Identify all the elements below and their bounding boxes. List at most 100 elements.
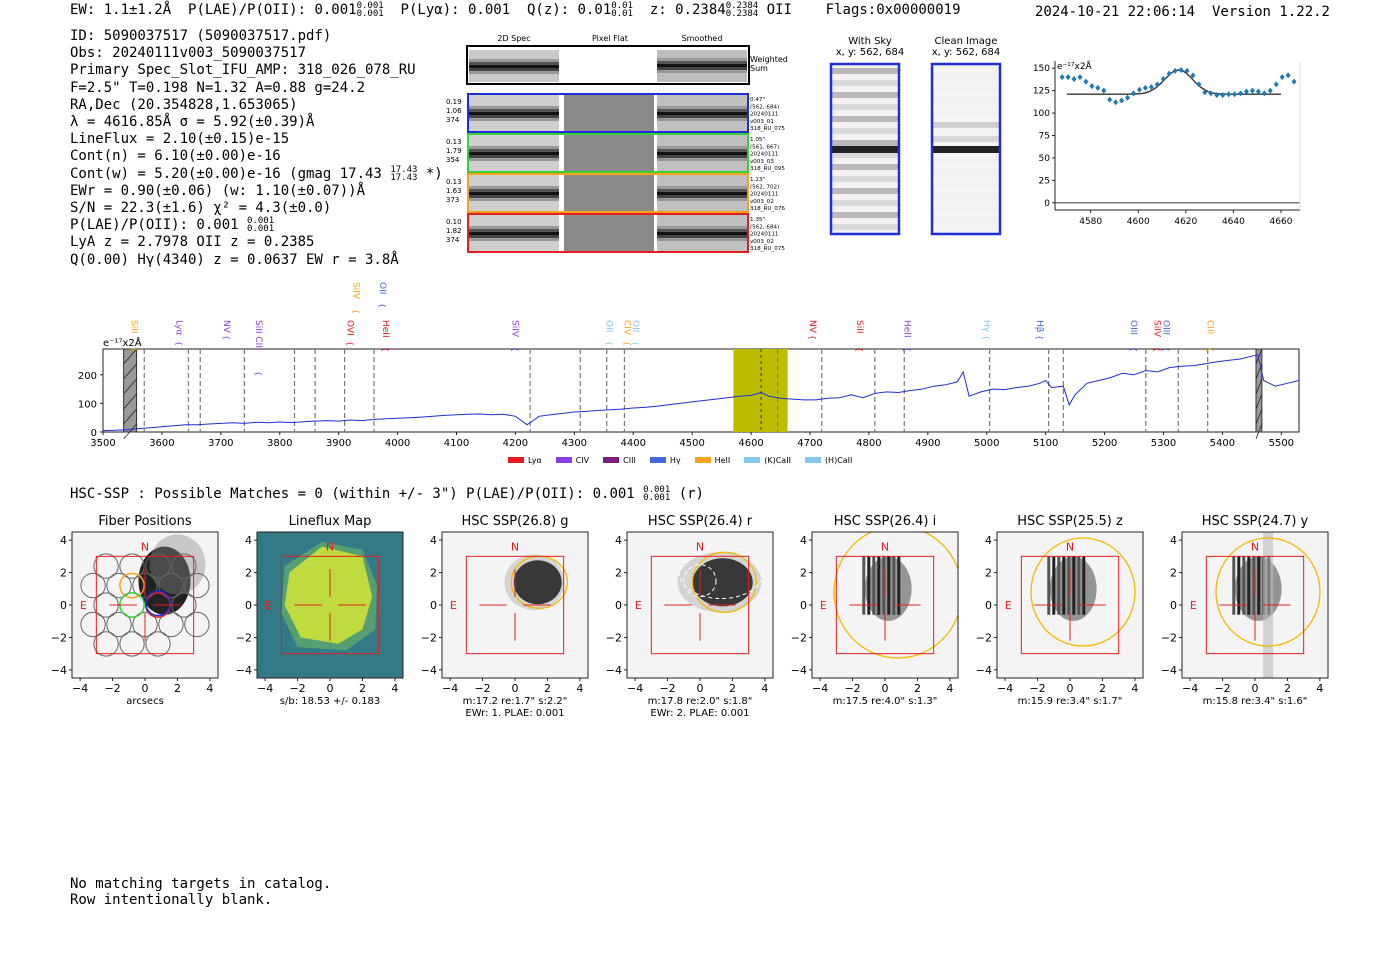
with-sky-image-row: [831, 224, 899, 230]
cutout-image: [442, 532, 588, 678]
cutout-svg: HSC SSP(26.8) g N E −4 −4 −2 −2 0 0 2 2 4 4 m:17.2 re…: [421, 514, 589, 719]
line-fit-plot: 0 25 50 75 100 125 150 4580 4600 4620 4640 4660 e⁻¹⁷…: [1033, 60, 1301, 227]
with-sky-image-row: [831, 152, 899, 158]
fit-data-point: [1071, 75, 1077, 82]
stamp-band-stripe: [469, 155, 559, 158]
stamp-right-label: v003_02: [750, 239, 774, 245]
stamp-band-stripe: [469, 112, 559, 115]
cutout-ytick-label: −4: [51, 664, 67, 677]
stamp-band-stripe: [469, 235, 559, 238]
stamp-band-stripe: [657, 192, 747, 195]
stamp-band: [469, 186, 559, 201]
emission-line-label: SiIV {: [509, 320, 519, 352]
cutout-xtick-label: 4: [576, 682, 583, 695]
cutout-ytick-label: −4: [421, 664, 437, 677]
fit-data-point: [1125, 94, 1131, 101]
stamp-band-stripe: [469, 59, 559, 62]
fit-ytick-label: 25: [1039, 176, 1050, 186]
spec-highlight: [733, 349, 788, 432]
emission-line-label: Hγ {: [981, 320, 991, 340]
spec-xtick-label: 3900: [326, 438, 351, 449]
clean-image-trace: [932, 146, 1000, 153]
stamp-right-label: 20240111: [750, 112, 779, 118]
fiber-circle: [106, 572, 132, 599]
emission-line-brace: {: [378, 303, 387, 308]
clean-image-row: [932, 104, 1000, 110]
legend-label: CIII: [623, 455, 636, 465]
spec-xtick-label: 4000: [385, 438, 410, 449]
emission-line-label: HeII {: [380, 320, 390, 352]
source-stripe: [1247, 556, 1251, 615]
emission-line-label: SiII {: [854, 320, 864, 352]
cutout-xtick-label: 2: [359, 682, 366, 695]
fiber-circle: [158, 611, 184, 638]
stamp-band-stripe: [469, 68, 559, 71]
legend-swatch: [649, 457, 666, 463]
cutout-xtick-label: 0: [1252, 682, 1259, 695]
cutout-ytick-label: −2: [791, 631, 807, 644]
info-ewr: EWr = 0.90(±0.06) (w: 1.10(±0.07))Å: [70, 182, 366, 199]
emission-line-label: CIII {: [1205, 320, 1215, 352]
cutout-title: Lineflux Map: [289, 514, 372, 529]
cutout-xtick-label: −4: [997, 682, 1013, 695]
fit-xtick-label: 4600: [1127, 217, 1150, 227]
emission-line-brace: {: [254, 371, 263, 376]
legend-label: HeII: [714, 455, 731, 465]
cutout-xtick-label: −4: [1182, 682, 1198, 695]
cutout-panel: Lineflux Map N E −4 −4 −2 −2 0 0 2 2 4 4 s/b: 18.53 +…: [225, 510, 410, 730]
fit-data-point: [1226, 91, 1232, 98]
legend-item: HeII: [694, 455, 731, 465]
fiber-circle: [93, 631, 119, 657]
emission-line-brace: {: [346, 341, 355, 346]
spec-mask-hatch: [123, 363, 137, 380]
spec-xtick-label: 5200: [1092, 438, 1117, 449]
stamp-band-stripe: [469, 198, 559, 201]
spec-ytick-label: 100: [78, 399, 97, 410]
clean-image-frame: [930, 62, 1002, 236]
source-stripe: [1232, 556, 1236, 615]
fit-data-point: [1178, 66, 1184, 73]
stamp-flat: [564, 174, 654, 212]
cutout-caption: arcsecs: [126, 696, 164, 707]
info-lambda: λ = 4616.85Å σ = 5.92(±0.39)Å: [70, 114, 315, 131]
cutout-bg: [442, 532, 588, 678]
cutout-ytick-label: −4: [606, 664, 622, 677]
stamp-band-stripe: [657, 112, 747, 115]
legend-swatch: [508, 457, 524, 463]
legend-item: (K)CaII: [744, 456, 791, 465]
cutout-ytick-label: 2: [985, 567, 992, 580]
cutout-ytick-label: −4: [791, 664, 807, 677]
cutout-ytick-label: −4: [236, 664, 252, 677]
source-halo: [677, 552, 762, 613]
stamp-right-label: 20240111: [750, 232, 779, 238]
spec-mask-hatch: [123, 393, 137, 410]
emission-line-text: NV: [221, 320, 231, 334]
spec-ylabel: e⁻¹⁷x2Å: [103, 336, 142, 349]
stamp-right-label: v003_03: [750, 159, 774, 165]
emission-line-text: SiII CII: [253, 320, 263, 348]
spec-xtick-label: 4700: [797, 438, 822, 449]
stamp-band-stripe: [657, 64, 747, 67]
stamp-band: [657, 186, 747, 201]
cutout-ytick-label: −2: [236, 631, 252, 644]
cutout-ytick-label: 2: [800, 567, 807, 580]
stamp-band-stripe: [657, 109, 747, 112]
source-stripe: [867, 556, 871, 615]
cutout-xtick-label: −2: [104, 682, 120, 695]
emission-line-text: OIII: [1128, 320, 1138, 335]
cutout-xtick-label: 0: [882, 682, 889, 695]
lineflux-ring: [281, 541, 378, 651]
fit-xtick-label: 4640: [1222, 217, 1245, 227]
cutout-xtick-label: 4: [1131, 682, 1138, 695]
with-sky-image-row: [831, 116, 899, 122]
stamp-right-label: (562, 684): [750, 104, 779, 110]
fit-ylabel: e⁻¹⁷x2Å: [1057, 60, 1093, 72]
source-stripe: [1242, 556, 1246, 615]
stamp-band-stripe: [657, 146, 747, 149]
stamp-col-header: Pixel Flat: [592, 34, 628, 43]
cutout-xtick-label: 0: [697, 682, 704, 695]
emission-line-text: OII: [630, 320, 640, 332]
with-sky-image-row: [831, 68, 899, 74]
fit-data-point: [1113, 99, 1119, 106]
fit-data-point: [1101, 87, 1107, 94]
